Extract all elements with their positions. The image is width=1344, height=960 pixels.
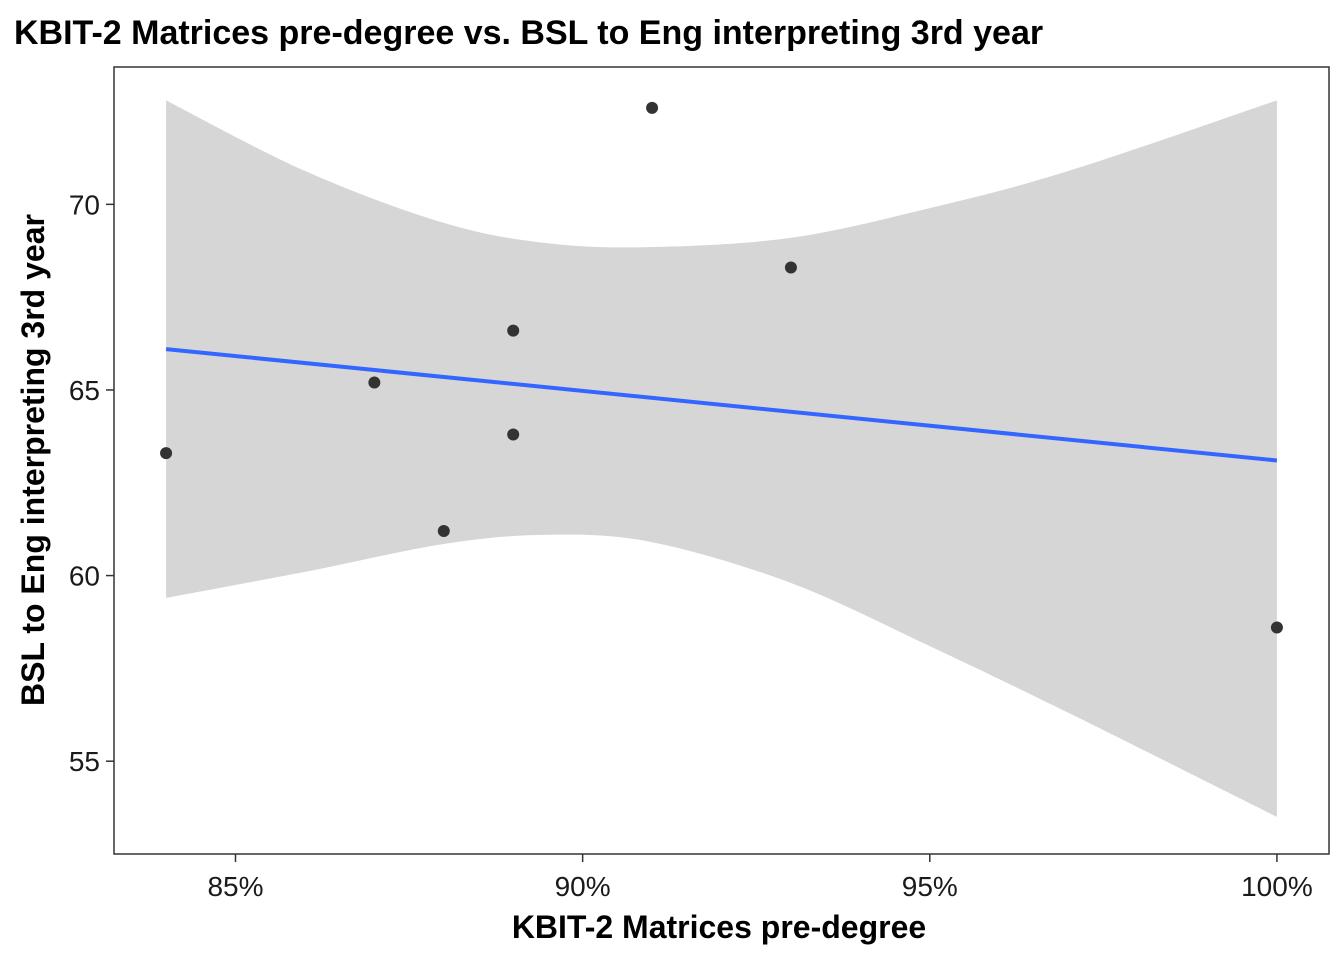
data-point-3 xyxy=(437,525,450,538)
y-axis: 55 60 65 70 xyxy=(69,189,114,777)
data-point-4 xyxy=(507,324,520,337)
confidence-band-layer xyxy=(166,100,1277,817)
x-axis: 85% 90% 95% 100% xyxy=(207,854,1313,902)
data-point-5 xyxy=(507,428,520,441)
panel-border xyxy=(113,66,1330,855)
data-point-7 xyxy=(784,261,797,274)
points-layer xyxy=(160,101,1283,634)
y-tick-label: 65 xyxy=(69,375,100,406)
x-tick-label: 95% xyxy=(902,871,958,902)
y-tick-label: 70 xyxy=(69,189,100,220)
y-axis-title: BSL to Eng interpreting 3rd year xyxy=(15,214,51,706)
data-point-1 xyxy=(160,447,173,460)
regression-line xyxy=(165,347,1278,463)
data-point-8 xyxy=(1270,621,1283,634)
x-tick-label: 90% xyxy=(555,871,611,902)
chart-title: KBIT-2 Matrices pre-degree vs. BSL to En… xyxy=(14,14,1043,52)
data-point-2 xyxy=(368,376,381,389)
y-tick-label: 60 xyxy=(69,561,100,592)
x-tick-label: 85% xyxy=(207,871,263,902)
x-tick-label: 100% xyxy=(1241,871,1313,902)
fit-line-layer xyxy=(165,347,1278,463)
x-axis-title: KBIT-2 Matrices pre-degree xyxy=(512,909,926,945)
data-point-6 xyxy=(646,101,659,114)
confidence-band xyxy=(166,100,1277,817)
y-tick-label: 55 xyxy=(69,746,100,777)
